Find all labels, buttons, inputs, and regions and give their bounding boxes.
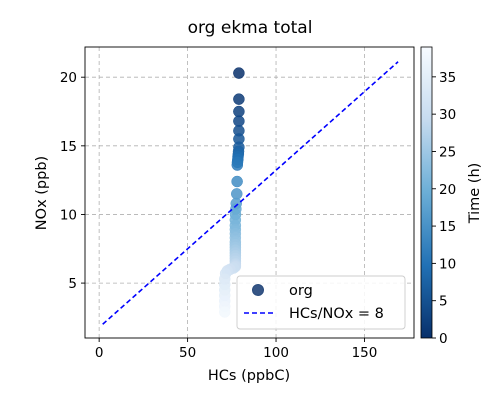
legend: org HCs/NOx = 8 xyxy=(236,275,406,330)
y-tick-label: 10 xyxy=(60,207,77,223)
colorbar-tick-label: 25 xyxy=(439,144,456,160)
colorbar-tick-label: 15 xyxy=(439,219,456,235)
data-point xyxy=(233,67,245,79)
legend-label-org: org xyxy=(289,283,313,299)
y-axis-label: NOx (ppb) xyxy=(34,156,50,230)
colorbar-tick-label: 30 xyxy=(439,107,456,123)
data-series xyxy=(102,61,399,325)
x-axis-ticks: 0 50 100 150 xyxy=(95,338,378,361)
plot-frame xyxy=(84,46,415,339)
data-point xyxy=(231,175,243,188)
legend-box xyxy=(236,275,406,330)
data-point xyxy=(233,105,245,118)
colorbar-tick-label: 0 xyxy=(439,331,448,347)
colorbar-tick-label: 10 xyxy=(439,256,456,272)
x-tick-label: 150 xyxy=(352,345,378,361)
legend-marker-org xyxy=(252,284,264,296)
colorbar: 0 5 10 15 20 25 30 35 Time (h) xyxy=(420,46,483,347)
x-tick-label: 100 xyxy=(263,345,289,361)
data-point xyxy=(233,115,245,127)
x-axis-label: HCs (ppbC) xyxy=(208,368,290,384)
ratio-line xyxy=(102,61,399,325)
colorbar-gradient xyxy=(420,46,433,339)
y-axis-ticks: 5 10 15 20 xyxy=(60,70,85,292)
colorbar-ticks: 0 5 10 15 20 25 30 35 xyxy=(432,70,456,347)
data-point xyxy=(233,93,245,105)
colorbar-tick-label: 35 xyxy=(439,70,456,86)
legend-label-ratio-line: HCs/NOx = 8 xyxy=(289,306,384,322)
x-tick-label: 0 xyxy=(95,345,104,361)
colorbar-tick-label: 20 xyxy=(439,182,456,198)
data-point xyxy=(231,159,244,171)
chart-title: org ekma total xyxy=(188,18,313,38)
data-point xyxy=(231,188,243,200)
y-tick-label: 15 xyxy=(60,139,77,155)
colorbar-tick-label: 5 xyxy=(439,294,448,310)
data-point xyxy=(218,306,231,318)
x-tick-label: 50 xyxy=(179,345,196,361)
colorbar-label: Time (h) xyxy=(467,163,483,225)
y-tick-label: 5 xyxy=(68,276,77,292)
y-tick-label: 20 xyxy=(60,70,77,86)
